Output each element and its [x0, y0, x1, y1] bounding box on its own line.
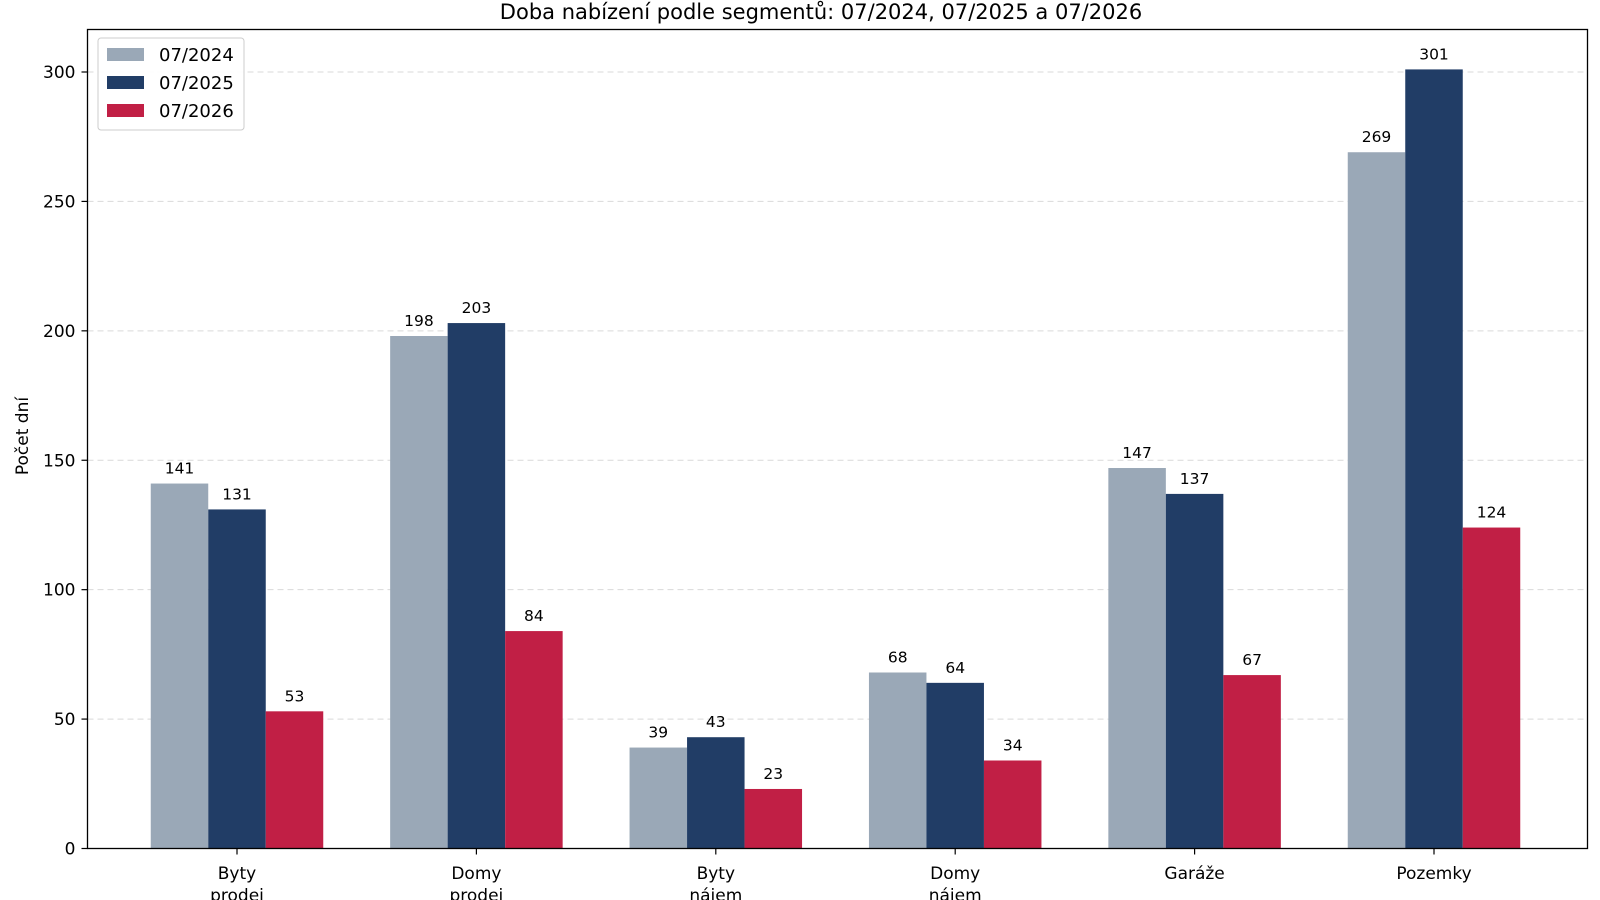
bar-value-label: 34 [1003, 736, 1023, 754]
bar-value-label: 141 [165, 460, 195, 478]
bar-07-2025 [926, 682, 984, 849]
bar-value-label: 131 [222, 485, 252, 503]
legend-label: 07/2024 [159, 45, 234, 66]
bar-07-2026 [1223, 675, 1281, 849]
bar-07-2025 [1165, 493, 1224, 849]
bar-07-2026 [1462, 527, 1521, 849]
bar-07-2026 [505, 631, 563, 849]
legend-swatch [107, 48, 144, 61]
plot-frame [86, 28, 1589, 850]
bar-07-2025 [1405, 69, 1463, 849]
x-tick-label: prodej [210, 886, 264, 900]
x-tick-label: Pozemky [1396, 864, 1471, 884]
x-tick-label: nájem [929, 886, 982, 900]
legend-swatch [107, 76, 144, 89]
bar-07-2026 [265, 711, 324, 849]
bar-07-2025 [687, 737, 745, 849]
y-tick-label: 0 [65, 840, 76, 860]
bar-07-2024 [150, 483, 209, 849]
bar-value-label: 23 [763, 765, 783, 783]
bar-value-label: 43 [706, 713, 726, 731]
bar-value-label: 198 [404, 312, 434, 330]
bar-value-label: 203 [462, 299, 492, 317]
x-tick-label: Byty [697, 864, 735, 884]
bar-07-2024 [1108, 468, 1166, 849]
y-tick-label: 250 [43, 192, 75, 212]
bar-value-label: 84 [524, 607, 544, 625]
bar-value-label: 147 [1122, 444, 1152, 462]
legend-label: 07/2025 [159, 73, 234, 94]
bar-value-label: 124 [1477, 504, 1507, 522]
x-tick-label: prodej [450, 886, 504, 900]
bar-07-2024 [1347, 152, 1406, 849]
bar-07-2024 [868, 672, 927, 849]
bar-value-label: 39 [648, 724, 668, 742]
y-tick-label: 200 [43, 322, 75, 342]
bars [150, 69, 1521, 849]
legend-swatch [107, 104, 144, 117]
grid-lines [87, 71, 1588, 720]
bar-value-label: 64 [945, 659, 965, 677]
legend-label: 07/2026 [159, 101, 234, 122]
y-tick-label: 300 [43, 63, 75, 83]
bar-value-label: 68 [888, 648, 908, 666]
x-tick-label: Byty [218, 864, 256, 884]
x-tick-label: nájem [689, 886, 742, 900]
bar-labels: 141 131 53 198 203 84 39 43 23 68 64 34 147 137 67 269 3… [165, 45, 1507, 783]
bar-07-2026 [744, 788, 803, 849]
bar-07-2024 [390, 336, 448, 849]
bar-value-label: 301 [1419, 45, 1449, 63]
x-tick-label: Domy [930, 864, 980, 884]
y-axis-label: Počet dní [13, 396, 33, 475]
legend: 07/2024 07/2025 07/2026 [97, 37, 245, 131]
y-tick-label: 150 [43, 451, 75, 471]
bar-07-2025 [447, 323, 506, 849]
bar-value-label: 269 [1362, 128, 1392, 146]
bar-value-label: 137 [1180, 470, 1210, 488]
x-tick-label: Garáže [1164, 864, 1224, 884]
y-tick-label: 50 [54, 710, 76, 730]
bar-value-label: 53 [285, 687, 305, 705]
x-tick-label: Domy [451, 864, 501, 884]
bar-07-2024 [629, 747, 688, 849]
y-axis: 0 50 100 150 200 250 300 [43, 63, 88, 860]
bar-value-label: 67 [1242, 651, 1262, 669]
y-tick-label: 100 [43, 581, 75, 601]
bar-07-2026 [983, 760, 1042, 849]
bar-07-2025 [208, 509, 266, 849]
chart-title: Doba nabízení podle segmentů: 07/2024, 0… [500, 0, 1142, 24]
x-axis: Byty prodej Domy prodej Byty nájem Domy nájem Ga… [210, 848, 1472, 900]
